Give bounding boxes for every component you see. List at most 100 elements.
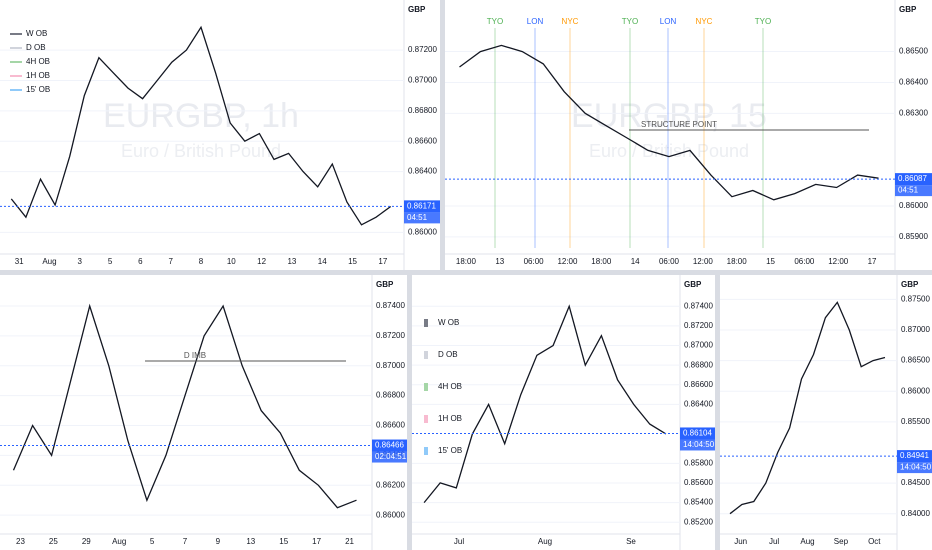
y-tick-label: 0.85500 <box>901 417 930 426</box>
timer-tag <box>897 462 932 474</box>
x-tick-label: 10 <box>227 257 236 266</box>
x-tick-label: 15 <box>348 257 357 266</box>
legend-label: W OB <box>438 318 459 327</box>
y-tick-label: 0.86000 <box>899 201 928 210</box>
price-line <box>459 44 879 201</box>
y-tick-label: 0.87400 <box>376 301 405 310</box>
y-tick-label: 0.87000 <box>684 341 713 350</box>
price-tag <box>895 173 932 186</box>
panel-bg <box>0 0 440 270</box>
x-tick-label: 17 <box>868 257 877 266</box>
y-tick-label: 0.86600 <box>376 421 405 430</box>
currency: GBP <box>899 5 917 14</box>
x-tick-label: Aug <box>42 257 56 266</box>
y-tick-label: 0.86400 <box>684 400 713 409</box>
timer-tag <box>404 212 440 224</box>
y-tick-label: 0.86000 <box>376 510 405 519</box>
x-tick-label: 17 <box>378 257 387 266</box>
x-tick-label: 14 <box>318 257 327 266</box>
x-tick-label: Aug <box>800 537 814 546</box>
panel: 0.860000.862000.864000.866000.868000.870… <box>0 275 407 550</box>
y-tick-label: 0.85800 <box>684 458 713 467</box>
x-tick-label: 14 <box>631 257 640 266</box>
x-tick-label: Jul <box>454 537 464 546</box>
panel: EURGBP, 15 Euro / British Pound 0.85900 0.8… <box>445 0 932 270</box>
x-tick-label: 18:00 <box>591 257 612 266</box>
annotation: STRUCTURE POINT <box>641 120 717 129</box>
y-tick-label: 0.86600 <box>408 136 437 145</box>
x-tick-label: 29 <box>82 537 91 546</box>
y-tick-label: 0.84000 <box>901 509 930 518</box>
y-tick-label: 0.87200 <box>684 321 713 330</box>
panel-bg <box>0 275 407 550</box>
y-tick-label: 0.86300 <box>899 108 928 117</box>
watermark: EURGBP, 1h <box>103 97 299 135</box>
x-tick-label: 13 <box>246 537 255 546</box>
legend-label: W OB <box>26 29 47 38</box>
legend-label: D OB <box>438 350 458 359</box>
x-tick-label: 18:00 <box>727 257 748 266</box>
x-tick-label: 8 <box>199 257 204 266</box>
timer-tag <box>680 439 715 451</box>
y-tick-label: 0.87000 <box>376 361 405 370</box>
y-tick-label: 0.86500 <box>901 356 930 365</box>
x-tick-label: 06:00 <box>794 257 815 266</box>
currency: GBP <box>901 280 919 289</box>
x-tick-label: 13 <box>287 257 296 266</box>
price-line <box>10 25 392 226</box>
panel-bg <box>445 0 932 270</box>
legend-label: 4H OB <box>26 57 50 66</box>
y-tick-label: 0.86800 <box>376 391 405 400</box>
session-label: LON <box>660 17 677 26</box>
legend-label: 1H OB <box>438 414 462 423</box>
y-tick-label: 0.86200 <box>376 480 405 489</box>
x-tick-label: Aug <box>538 537 552 546</box>
panel: 0.84000 0.84500 0.85500 0.86000 0.86500 0.870… <box>720 275 932 550</box>
y-tick-label: 0.87500 <box>901 294 930 303</box>
currency: GBP <box>408 5 426 14</box>
y-tick-label: 0.86600 <box>684 380 713 389</box>
timer-label: 14:04:50 <box>683 440 715 449</box>
x-tick-label: 12 <box>257 257 266 266</box>
x-tick-label: 21 <box>345 537 354 546</box>
x-tick-label: 7 <box>183 537 188 546</box>
currency: GBP <box>376 280 394 289</box>
session-label: LON <box>527 17 544 26</box>
y-tick-label: 0.87200 <box>376 331 405 340</box>
legend-label: 15' OB <box>438 446 462 455</box>
x-tick-label: 5 <box>150 537 155 546</box>
price-tag-label: 0.86466 <box>375 441 404 450</box>
x-tick-label: 13 <box>495 257 504 266</box>
price-tag-label: 0.86171 <box>407 201 436 210</box>
y-tick-label: 0.86800 <box>408 106 437 115</box>
x-tick-label: Jun <box>734 537 747 546</box>
x-tick-label: Jul <box>769 537 779 546</box>
x-tick-label: 12:00 <box>693 257 714 266</box>
session-label: TYO <box>622 17 638 26</box>
session-label: NYC <box>562 17 579 26</box>
x-tick-label: 18:00 <box>456 257 477 266</box>
legend-label: 15' OB <box>26 85 50 94</box>
price-tag-label: 0.86104 <box>683 429 712 438</box>
x-tick-label: 6 <box>138 257 143 266</box>
x-tick-label: 25 <box>49 537 58 546</box>
y-tick-label: 0.87000 <box>408 76 437 85</box>
price-tag <box>404 200 440 213</box>
price-line <box>423 304 667 504</box>
annotation: D IMB <box>184 351 206 360</box>
watermark-sub: Euro / British Pound <box>121 141 281 161</box>
x-tick-label: 7 <box>168 257 173 266</box>
watermark-sub: Euro / British Pound <box>589 141 749 161</box>
x-tick-label: Oct <box>868 537 881 546</box>
x-tick-label: 23 <box>16 537 25 546</box>
x-tick-label: 9 <box>216 537 221 546</box>
y-tick-label: 0.85600 <box>684 478 713 487</box>
y-tick-label: 0.86800 <box>684 360 713 369</box>
x-tick-label: 15 <box>766 257 775 266</box>
price-tag <box>372 439 407 452</box>
legend-label: D OB <box>26 43 46 52</box>
x-tick-label: Se <box>626 537 636 546</box>
panel: 0.85200 0.85400 0.85600 0.85800 0.86400 0.866… <box>412 275 715 550</box>
y-tick-label: 0.87000 <box>901 325 930 334</box>
